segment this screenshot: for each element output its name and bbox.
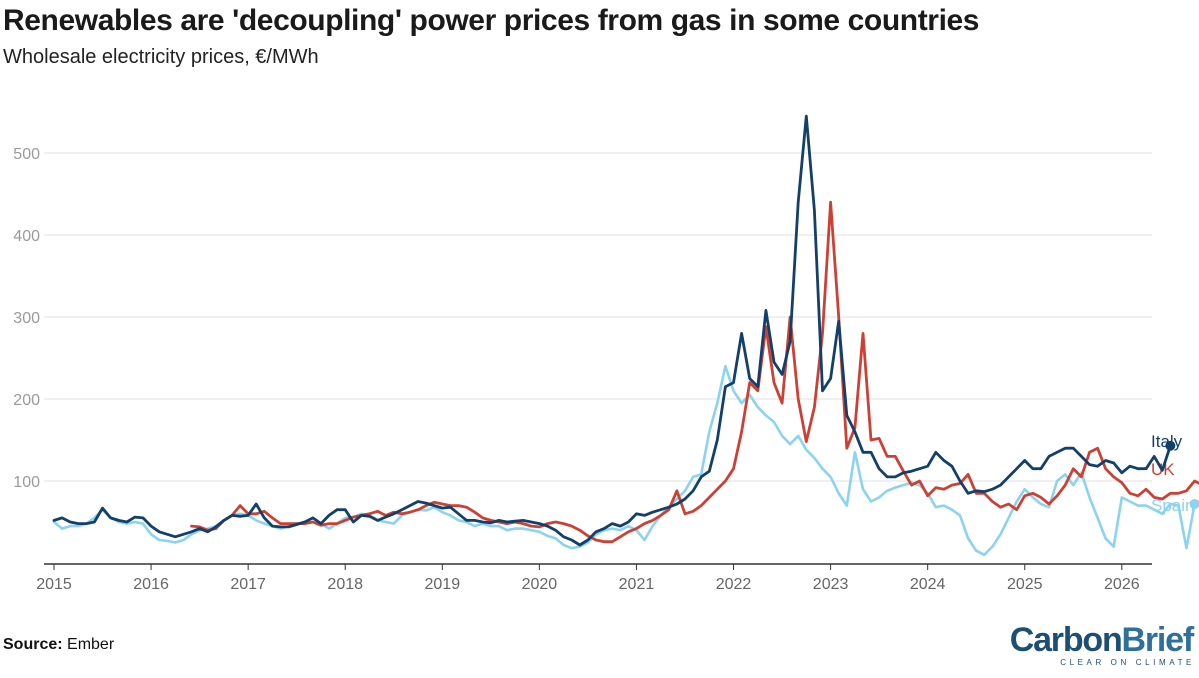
series-end-dot-italy — [1165, 440, 1176, 451]
chart-subtitle: Wholesale electricity prices, €/MWh — [3, 46, 319, 68]
series-label-spain: Spain — [1151, 496, 1194, 515]
y-tick-label: 400 — [13, 228, 40, 245]
x-tick-label: 2020 — [522, 576, 558, 593]
series-end-dot-spain — [1189, 498, 1199, 509]
x-tick-label: 2024 — [910, 576, 946, 593]
brand-name-part2: Brief — [1121, 621, 1195, 659]
x-tick-label: 2026 — [1104, 576, 1140, 593]
x-tick-label: 2018 — [327, 576, 363, 593]
y-tick-label: 300 — [13, 310, 40, 327]
y-tick-label: 500 — [13, 146, 40, 163]
x-tick-label: 2019 — [425, 576, 461, 593]
x-tick-label: 2025 — [1007, 576, 1043, 593]
x-tick-label: 2017 — [230, 576, 266, 593]
x-tick-label: 2023 — [813, 576, 849, 593]
x-tick-label: 2015 — [36, 576, 72, 593]
series-label-italy: Italy — [1151, 432, 1183, 451]
carbon-brief-logo[interactable]: CarbonBrief CLEAR ON CLIMATE — [1009, 621, 1195, 667]
source-label: Source: — [3, 636, 63, 653]
brand-tagline: CLEAR ON CLIMATE — [1060, 658, 1195, 667]
series-line-uk — [190, 200, 1199, 544]
x-tick-label: 2022 — [716, 576, 752, 593]
x-tick-label: 2016 — [133, 576, 169, 593]
brand-name-part1: Carbon — [1009, 621, 1123, 659]
brand-wordmark: CarbonBrief — [1009, 621, 1195, 659]
y-tick-label: 100 — [13, 474, 40, 491]
series-line-italy — [52, 114, 1172, 547]
source-note: Source: Ember — [3, 636, 114, 654]
source-text: Ember — [67, 636, 115, 653]
x-tick-label: 2021 — [619, 576, 655, 593]
chart-title: Renewables are 'decoupling' power prices… — [3, 4, 980, 37]
y-tick-label: 200 — [13, 392, 40, 409]
